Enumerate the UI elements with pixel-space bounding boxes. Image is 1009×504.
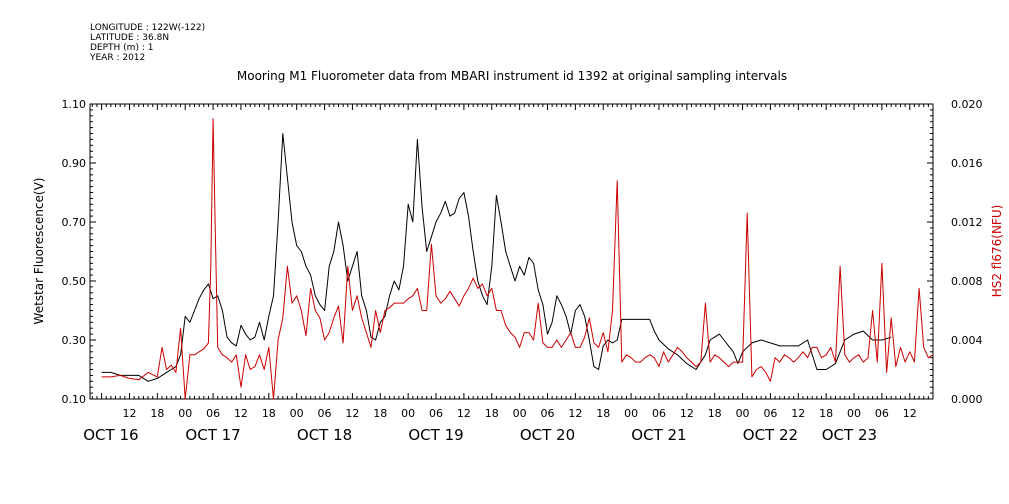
left-axis-label: Wetstar Fluorescence(V)	[32, 178, 46, 325]
x-hour-label: 18	[596, 407, 610, 420]
right-tick-label: 0.020	[951, 98, 983, 111]
right-tick-label: 0.016	[951, 157, 983, 170]
left-tick-label: 0.10	[62, 393, 87, 406]
right-tick-label: 0.012	[951, 216, 983, 229]
x-day-label: OCT 22	[743, 426, 798, 444]
x-hour-label: 18	[262, 407, 276, 420]
wetstar-series-line	[101, 133, 892, 382]
x-axis: 12 18 00 06 12 18 00 06 12 18 00 06 12 18 00 06 12 18 00 06…	[83, 407, 917, 444]
x-hour-label: 18	[708, 407, 722, 420]
x-hour-label: 06	[429, 407, 443, 420]
axis-ticks	[91, 104, 934, 399]
right-tick-label: 0.008	[951, 275, 983, 288]
chart-title: Mooring M1 Fluorometer data from MBARI i…	[237, 69, 787, 83]
x-day-label: OCT 21	[631, 426, 686, 444]
x-hour-label: 18	[819, 407, 833, 420]
left-tick-label: 1.10	[62, 98, 87, 111]
hs2-series-line	[101, 118, 934, 400]
left-tick-label: 0.90	[62, 157, 87, 170]
x-hour-label: 06	[206, 407, 220, 420]
x-day-label: OCT 20	[520, 426, 575, 444]
right-tick-label: 0.004	[951, 334, 983, 347]
x-hour-label: 12	[234, 407, 248, 420]
left-axis: 0.10 0.30 0.50 0.70 0.90 1.10	[62, 98, 96, 406]
x-hour-label: 12	[680, 407, 694, 420]
metadata-block: LONGITUDE : 122W(-122) LATITUDE : 36.8N …	[89, 23, 205, 63]
x-hour-label: 06	[540, 407, 554, 420]
plot-frame	[89, 103, 934, 400]
x-hour-label: 12	[791, 407, 805, 420]
left-tick-label: 0.30	[62, 334, 87, 347]
x-hour-label: 00	[401, 407, 415, 420]
x-hour-label: 12	[568, 407, 582, 420]
x-hour-label: 00	[178, 407, 192, 420]
x-hour-label: 00	[513, 407, 527, 420]
right-axis-label: HS2 fl676(NFU)	[990, 205, 1004, 298]
x-hour-label: 18	[485, 407, 499, 420]
meta-longitude: LONGITUDE : 122W(-122)	[90, 23, 205, 33]
x-day-label: OCT 23	[822, 426, 877, 444]
x-hour-label: 00	[624, 407, 638, 420]
x-day-label: OCT 16	[83, 426, 138, 444]
x-hour-label: 12	[122, 407, 136, 420]
meta-depth: DEPTH (m) : 1	[90, 43, 153, 53]
meta-latitude: LATITUDE : 36.8N	[90, 33, 169, 43]
x-hour-label: 12	[457, 407, 471, 420]
x-day-label: OCT 18	[297, 426, 352, 444]
x-hour-label: 00	[847, 407, 861, 420]
x-hour-label: 06	[318, 407, 332, 420]
left-tick-label: 0.50	[62, 275, 87, 288]
right-axis: 0.000 0.004 0.008 0.012 0.016 0.020	[927, 98, 983, 406]
x-hour-label: 06	[652, 407, 666, 420]
x-hour-label: 00	[290, 407, 304, 420]
x-day-label: OCT 17	[185, 426, 240, 444]
x-hour-label: 12	[345, 407, 359, 420]
x-hour-label: 06	[763, 407, 777, 420]
x-hour-label: 18	[373, 407, 387, 420]
x-hour-label: 18	[150, 407, 164, 420]
left-tick-label: 0.70	[62, 216, 87, 229]
x-hour-label: 06	[875, 407, 889, 420]
x-hour-label: 00	[736, 407, 750, 420]
x-hour-label: 12	[903, 407, 917, 420]
series-layer	[101, 118, 934, 400]
right-tick-label: 0.000	[951, 393, 983, 406]
meta-year: YEAR : 2012	[89, 53, 145, 63]
x-day-label: OCT 19	[408, 426, 463, 444]
